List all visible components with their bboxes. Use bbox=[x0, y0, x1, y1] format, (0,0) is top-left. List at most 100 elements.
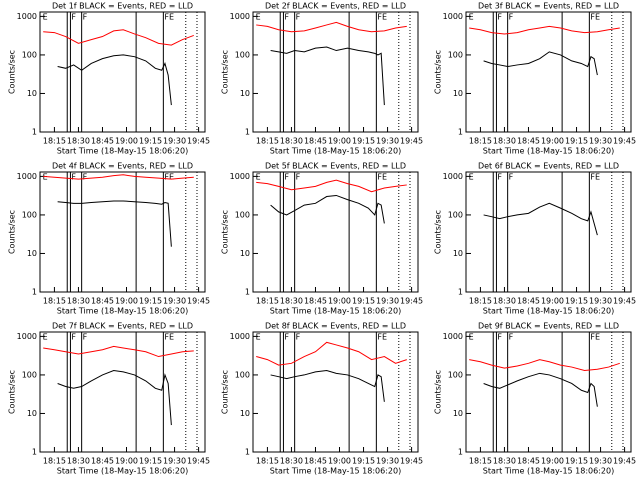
x-tick-label: 19:00 bbox=[541, 297, 564, 306]
series-line bbox=[256, 21, 407, 33]
plot-frame bbox=[465, 11, 632, 133]
x-tick-label: 19:45 bbox=[613, 457, 636, 466]
y-tick-label: 1 bbox=[458, 288, 463, 297]
x-tick-label: 19:30 bbox=[376, 297, 399, 306]
x-tick-label: 19:00 bbox=[115, 457, 138, 466]
x-tick-label: 18:30 bbox=[493, 457, 516, 466]
annotation: E bbox=[469, 333, 474, 342]
y-tick-label: 1000 bbox=[230, 172, 250, 181]
plot-frame bbox=[465, 171, 632, 293]
annotation: F bbox=[83, 173, 88, 182]
x-tick-label: 19:45 bbox=[187, 297, 210, 306]
x-tick-label: 18:45 bbox=[91, 137, 114, 146]
plot-frame bbox=[39, 11, 206, 133]
x-tick-label: 19:15 bbox=[565, 297, 588, 306]
annotation: F bbox=[509, 13, 514, 22]
series-line bbox=[43, 345, 194, 358]
x-tick-label: 18:30 bbox=[67, 137, 90, 146]
y-tick-label: 1000 bbox=[17, 332, 37, 341]
chart-title: Det 6f BLACK = Events, RED = LLD bbox=[478, 162, 619, 171]
series-line bbox=[256, 341, 407, 366]
annotation: FE bbox=[164, 13, 174, 22]
x-tick-label: 19:15 bbox=[139, 297, 162, 306]
y-tick-label: 10 bbox=[240, 249, 250, 258]
y-axis-label: Counts/sec bbox=[434, 50, 443, 94]
chart-title: Det 5f BLACK = Events, RED = LLD bbox=[265, 162, 406, 171]
series-line bbox=[57, 54, 172, 106]
x-tick-label: 19:30 bbox=[163, 137, 186, 146]
series-line bbox=[43, 174, 194, 180]
chart-title: Det 7f BLACK = Events, RED = LLD bbox=[52, 322, 193, 331]
annotation: F bbox=[296, 13, 301, 22]
y-tick-label: 100 bbox=[22, 370, 37, 379]
x-tick-label: 18:30 bbox=[67, 297, 90, 306]
x-tick-label: 19:15 bbox=[565, 457, 588, 466]
y-tick-label: 1 bbox=[245, 288, 250, 297]
annotation: FE bbox=[164, 333, 174, 342]
x-tick-label: 19:30 bbox=[589, 137, 612, 146]
y-tick-label: 1000 bbox=[230, 332, 250, 341]
series-line bbox=[270, 370, 385, 402]
x-tick-label: 19:00 bbox=[541, 457, 564, 466]
chart-title: Det 3f BLACK = Events, RED = LLD bbox=[478, 2, 619, 11]
x-axis-label: Start Time (18-May-15 18:06:20) bbox=[270, 147, 401, 156]
y-axis-label: Counts/sec bbox=[8, 370, 17, 414]
x-tick-label: 18:15 bbox=[43, 297, 66, 306]
x-tick-label: 18:30 bbox=[280, 137, 303, 146]
y-tick-label: 1000 bbox=[443, 332, 463, 341]
annotation: F bbox=[509, 173, 514, 182]
annotation: FE bbox=[377, 173, 387, 182]
y-tick-label: 10 bbox=[27, 409, 37, 418]
x-axis-label: Start Time (18-May-15 18:06:20) bbox=[57, 467, 188, 476]
annotation: F bbox=[83, 13, 88, 22]
x-tick-label: 19:15 bbox=[352, 457, 375, 466]
series-line bbox=[270, 46, 385, 106]
y-tick-label: 1000 bbox=[443, 172, 463, 181]
x-axis-label: Start Time (18-May-15 18:06:20) bbox=[270, 467, 401, 476]
annotation: F bbox=[284, 333, 289, 342]
y-tick-label: 1 bbox=[458, 448, 463, 457]
plot-frame bbox=[39, 171, 206, 293]
x-tick-label: 18:45 bbox=[517, 297, 540, 306]
chart-title: Det 2f BLACK = Events, RED = LLD bbox=[265, 2, 406, 11]
annotation: F bbox=[296, 173, 301, 182]
x-tick-label: 19:00 bbox=[328, 137, 351, 146]
x-axis-label: Start Time (18-May-15 18:06:20) bbox=[483, 307, 614, 316]
annotation: E bbox=[256, 13, 261, 22]
annotation: FE bbox=[164, 173, 174, 182]
x-tick-label: 18:45 bbox=[91, 297, 114, 306]
x-tick-label: 19:15 bbox=[139, 457, 162, 466]
chart-title: Det 4f BLACK = Events, RED = LLD bbox=[52, 162, 193, 171]
x-tick-label: 18:15 bbox=[469, 297, 492, 306]
x-tick-label: 19:00 bbox=[328, 297, 351, 306]
y-tick-label: 1000 bbox=[230, 12, 250, 21]
y-tick-label: 1000 bbox=[17, 12, 37, 21]
annotation: F bbox=[83, 333, 88, 342]
x-tick-label: 19:15 bbox=[139, 137, 162, 146]
annotation: F bbox=[296, 333, 301, 342]
y-tick-label: 100 bbox=[235, 210, 250, 219]
x-tick-label: 19:00 bbox=[115, 137, 138, 146]
y-tick-label: 100 bbox=[448, 50, 463, 59]
annotation: F bbox=[509, 333, 514, 342]
x-tick-label: 19:30 bbox=[163, 297, 186, 306]
x-tick-label: 19:45 bbox=[187, 457, 210, 466]
x-tick-label: 19:45 bbox=[400, 297, 423, 306]
annotation: F bbox=[71, 13, 76, 22]
y-axis-label: Counts/sec bbox=[8, 50, 17, 94]
annotation: F bbox=[284, 173, 289, 182]
y-tick-label: 10 bbox=[240, 409, 250, 418]
series-line bbox=[483, 202, 598, 236]
x-tick-label: 18:30 bbox=[493, 137, 516, 146]
annotation: FE bbox=[590, 173, 600, 182]
x-tick-label: 19:45 bbox=[187, 137, 210, 146]
y-tick-label: 1 bbox=[245, 448, 250, 457]
y-tick-label: 10 bbox=[27, 249, 37, 258]
annotation: E bbox=[256, 173, 261, 182]
annotation: F bbox=[71, 333, 76, 342]
y-tick-label: 10 bbox=[27, 89, 37, 98]
x-tick-label: 18:15 bbox=[469, 137, 492, 146]
annotation: F bbox=[497, 333, 502, 342]
chart-title: Det 1f BLACK = Events, RED = LLD bbox=[52, 2, 193, 11]
